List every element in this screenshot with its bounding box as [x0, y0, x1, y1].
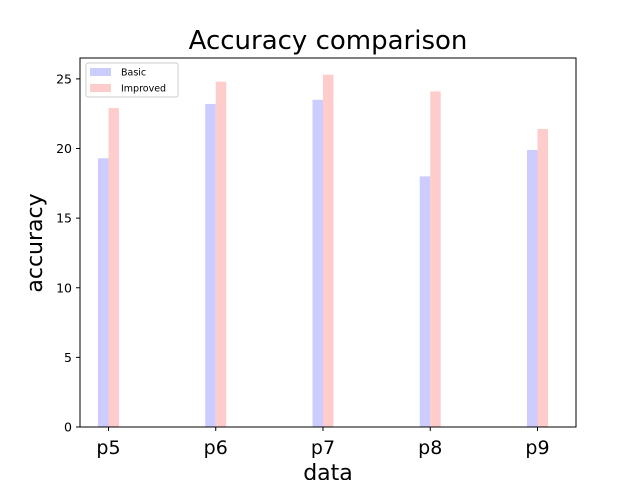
bar-basic-p7: [312, 99, 323, 427]
legend-swatch-improved: [90, 84, 111, 92]
bar-improved-p6: [215, 81, 227, 428]
x-tick-label: p5: [96, 437, 120, 459]
bar-improved-p7: [323, 74, 334, 427]
plot-area: p5 p6 p7 p8 p9 0 5 10 15 20 25: [56, 71, 549, 459]
x-tick-label: p7: [311, 437, 335, 459]
bar-improved-p9: [537, 129, 548, 428]
bar-improved-p8: [430, 91, 441, 427]
x-tick-label: p9: [525, 437, 549, 459]
y-tick-label: 25: [56, 71, 72, 86]
y-tick-label: 5: [64, 350, 72, 365]
legend: Basic Improved: [85, 62, 179, 98]
legend-label-basic: Basic: [121, 68, 146, 79]
bar-basic-p9: [527, 149, 538, 427]
y-tick-label: 20: [56, 141, 72, 156]
x-tick-label: p8: [418, 437, 442, 459]
y-tick-label: 10: [56, 280, 72, 295]
y-tick-label: 0: [64, 420, 72, 435]
x-tick-label: p6: [204, 437, 228, 459]
bar-improved-p5: [108, 108, 119, 428]
legend-swatch-basic: [90, 68, 111, 76]
x-axis-label: data: [303, 461, 353, 480]
bar-basic-p8: [419, 176, 431, 427]
bar-basic-p5: [98, 158, 109, 428]
axes-frame: [79, 57, 577, 428]
bar-basic-p6: [205, 103, 216, 428]
chart-title: Accuracy comparison: [189, 26, 468, 56]
legend-label-improved: Improved: [121, 84, 166, 95]
y-axis-label: accuracy: [23, 193, 48, 292]
y-tick-label: 15: [56, 211, 72, 226]
